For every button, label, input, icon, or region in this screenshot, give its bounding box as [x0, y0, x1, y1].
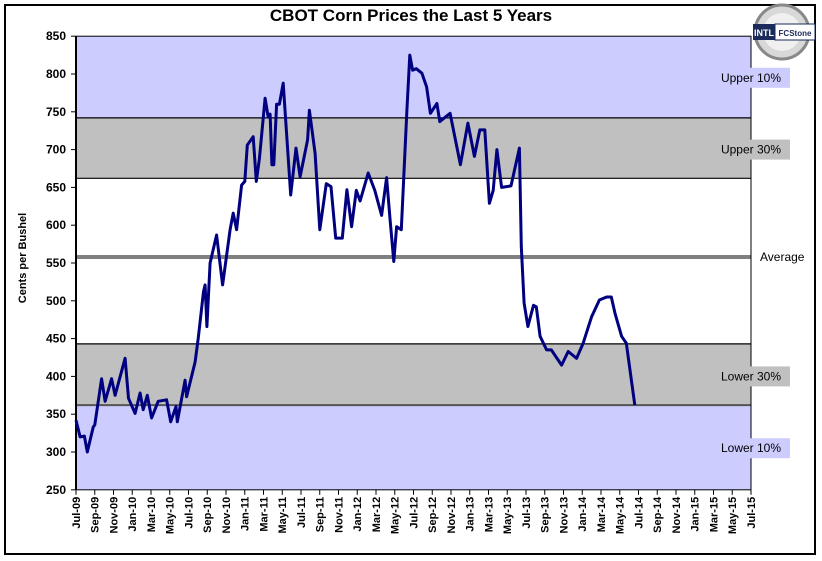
- y-tick-label: 300: [46, 445, 66, 459]
- x-tick-label: Jan-12: [352, 497, 364, 532]
- band-label: Upper 30%: [721, 143, 781, 157]
- x-tick-label: Sep-13: [540, 497, 552, 533]
- x-tick-label: May-14: [615, 496, 627, 534]
- x-tick-label: Mar-11: [259, 497, 271, 532]
- band-3: [76, 405, 751, 490]
- x-tick-label: Jan-15: [690, 497, 702, 532]
- x-tick-label: Mar-13: [484, 497, 496, 532]
- x-tick-label: Jan-14: [577, 496, 589, 532]
- x-tick-label: Jan-11: [240, 497, 252, 531]
- x-tick-label: Mar-15: [709, 497, 721, 532]
- y-tick-label: 850: [46, 29, 66, 43]
- band-label: Lower 30%: [721, 369, 781, 383]
- y-tick-label: 250: [46, 483, 66, 497]
- y-tick-label: 400: [46, 369, 66, 383]
- chart-title: CBOT Corn Prices the Last 5 Years: [269, 6, 553, 25]
- x-tick-label: Sep-09: [90, 497, 102, 533]
- x-tick-label: Sep-11: [315, 497, 327, 532]
- x-tick-label: Mar-10: [146, 497, 158, 532]
- intl-fcstone-logo: INTL FCStone: [753, 3, 816, 61]
- x-tick-label: Jan-10: [127, 497, 139, 532]
- x-tick-label: Jul-14: [634, 496, 646, 529]
- x-tick-label: Mar-14: [596, 496, 608, 532]
- band-0: [76, 36, 751, 118]
- x-tick-label: May-11: [277, 497, 289, 534]
- chart-frame: [4, 4, 816, 555]
- band-2: [76, 343, 751, 406]
- x-tick-label: Nov-12: [446, 497, 458, 534]
- x-tick-label: Jul-13: [521, 497, 533, 529]
- x-tick-label: Jul-11: [296, 497, 308, 528]
- y-tick-label: 450: [46, 332, 66, 346]
- y-tick-label: 700: [46, 143, 66, 157]
- y-tick-label: 800: [46, 67, 66, 81]
- x-tick-label: Jul-15: [746, 497, 758, 529]
- x-tick-label: Nov-13: [559, 497, 571, 534]
- x-tick-label: Jul-10: [184, 497, 196, 529]
- band-label-bg: [712, 438, 790, 459]
- x-tick-label: Jan-13: [465, 497, 477, 532]
- band-label: Upper 10%: [721, 71, 781, 85]
- x-tick-label: May-10: [165, 497, 177, 534]
- x-tick-label: Nov-14: [671, 496, 683, 534]
- svg-text:INTL: INTL: [754, 28, 774, 38]
- x-tick-label: Jul-12: [409, 497, 421, 529]
- band-label-bg: [712, 67, 790, 88]
- y-tick-label: 500: [46, 294, 66, 308]
- x-tick-label: May-13: [502, 497, 514, 534]
- y-tick-label: 650: [46, 180, 66, 194]
- band-1: [76, 117, 751, 179]
- average-label: Average: [760, 250, 805, 264]
- band-label: Lower 10%: [721, 441, 781, 455]
- x-tick-label: Nov-11: [334, 497, 346, 533]
- y-tick-label: 750: [46, 105, 66, 119]
- y-tick-label: 350: [46, 407, 66, 421]
- x-tick-label: May-15: [727, 497, 739, 534]
- x-tick-label: Jul-09: [71, 497, 83, 529]
- band-label-bg: [712, 366, 790, 387]
- x-tick-label: Sep-10: [202, 497, 214, 533]
- svg-text:FCStone: FCStone: [779, 29, 812, 38]
- y-tick-label: 600: [46, 218, 66, 232]
- x-tick-label: May-12: [390, 497, 402, 534]
- band-label-bg: [712, 139, 790, 160]
- y-tick-label: 550: [46, 256, 66, 270]
- x-tick-label: Nov-10: [221, 497, 233, 534]
- x-tick-label: Nov-09: [109, 497, 121, 534]
- x-tick-label: Sep-14: [652, 496, 664, 533]
- x-tick-label: Mar-12: [371, 497, 383, 532]
- x-tick-label: Sep-12: [427, 497, 439, 533]
